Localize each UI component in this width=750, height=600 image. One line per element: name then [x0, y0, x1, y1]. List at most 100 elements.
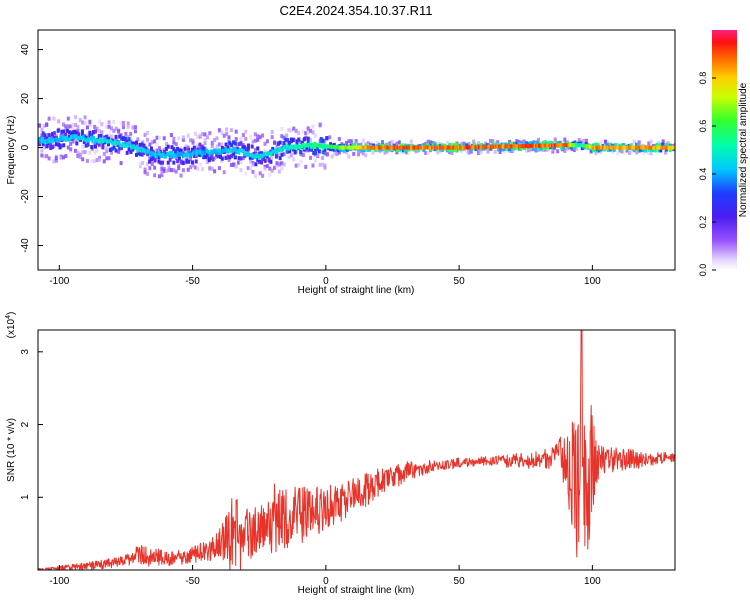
spectrogram-cell	[215, 154, 219, 159]
y-tick-label: 20	[20, 93, 31, 105]
spectrogram-cell	[85, 158, 89, 163]
spectrogram-cell	[76, 129, 80, 134]
spectrogram-cell	[454, 148, 458, 153]
spectrogram-cell	[135, 152, 139, 157]
spectrogram-cell	[289, 151, 293, 156]
spectrogram-cell	[179, 159, 183, 164]
spectrogram-ridge-cell	[481, 145, 485, 150]
spectrogram-cell	[632, 139, 636, 144]
spectrogram-cell	[323, 147, 327, 152]
spectrogram-cell	[85, 125, 89, 130]
spectrogram-cell	[592, 148, 596, 153]
spectrogram-ridge-cell	[171, 151, 174, 156]
spectrogram-ridge-cell	[360, 145, 363, 150]
spectrogram-cell	[337, 137, 341, 142]
spectrogram-cell	[508, 147, 512, 152]
spectrogram-ridge-cell	[71, 134, 74, 139]
spectrogram-ridge-cell	[520, 144, 523, 149]
spectrogram-cell	[659, 148, 663, 153]
spectrogram-cell	[265, 154, 269, 159]
spectrogram-cell	[160, 163, 164, 168]
spectrogram-cell	[54, 158, 58, 163]
spectrogram-cell	[153, 139, 157, 144]
spectrogram-cell	[150, 140, 154, 145]
spectrogram-ridge-cell	[209, 149, 213, 154]
spectrogram-cell	[580, 146, 584, 151]
spectrogram-cell	[165, 168, 169, 173]
spectrogram-cell	[187, 159, 191, 164]
spectrogram-ridge-cell	[369, 145, 373, 150]
spectrogram-cell	[65, 128, 69, 133]
x-tick-label: 0	[323, 276, 329, 287]
spectrogram-cell	[90, 159, 94, 164]
spectrogram-cell	[49, 142, 53, 147]
spectrogram-cell	[226, 145, 230, 150]
spectrogram-cell	[220, 130, 224, 135]
spectrogram-cell	[125, 139, 129, 144]
spectrogram-cell	[100, 122, 104, 127]
spectrogram-cell	[179, 148, 183, 153]
spectrogram-ridge-cell	[189, 152, 193, 157]
spectrogram-cell	[666, 142, 670, 147]
spectrogram-cell	[148, 159, 152, 164]
spectrogram-ridge-cell	[144, 149, 148, 154]
spectrogram-cell	[107, 124, 111, 129]
spectrogram-cell	[553, 137, 557, 142]
spectrogram-ridge-cell	[577, 143, 581, 148]
spectrogram-cell	[280, 152, 284, 157]
spectrogram-cell	[45, 136, 49, 141]
spectrogram-cell	[517, 146, 521, 151]
spectrogram-ridge-cell	[497, 144, 501, 149]
spectrogram-cell	[273, 165, 277, 170]
spectrogram-cell	[409, 139, 413, 144]
spectrogram-cell	[653, 148, 657, 153]
spectrogram-cell	[62, 129, 66, 134]
spectrogram-cell	[414, 149, 418, 154]
spectrogram-cell	[102, 159, 106, 164]
spectrogram-cell	[224, 155, 228, 160]
spectrogram-ridge-cell	[107, 139, 110, 144]
spectrogram-ridge-cell	[96, 138, 100, 143]
spectrogram-cell	[202, 155, 206, 160]
spectrogram-cell	[174, 169, 178, 174]
spectrogram-cell	[227, 157, 231, 162]
spectrogram-cell	[47, 136, 51, 141]
spectrogram-ridge-cell	[372, 145, 375, 150]
colorbar-tick-label: 0.2	[698, 216, 708, 229]
spectrogram-cell	[359, 142, 363, 147]
spectrogram-cell	[163, 150, 167, 155]
spectrogram-ridge-cell	[85, 138, 89, 143]
spectrogram-ridge-cell	[461, 145, 465, 150]
spectrogram-cell	[167, 165, 171, 170]
spectrogram-ridge-cell	[139, 147, 142, 152]
spectrogram-ridge-cell	[341, 145, 345, 150]
spectrogram-cell	[121, 120, 125, 125]
spectrogram-ridge-cell	[135, 145, 138, 150]
spectrogram-cell	[293, 149, 297, 154]
spectrogram-cell	[93, 159, 97, 164]
spectrogram-ridge-cell	[168, 151, 172, 156]
spectrogram-cell	[452, 143, 456, 148]
spectrogram-cell	[450, 147, 454, 152]
spectrogram-ridge-cell	[393, 145, 397, 150]
spectrogram-cell	[95, 158, 99, 163]
spectrogram-cell	[332, 142, 336, 147]
spectrogram-ridge-cell	[43, 139, 46, 144]
spectrogram-cell	[196, 144, 200, 149]
spectrogram-cell	[176, 159, 180, 164]
spectrogram-cell	[270, 129, 274, 134]
spectrogram-ridge-cell	[41, 139, 45, 144]
spectrogram-cell	[38, 123, 41, 128]
spectrogram-cell	[407, 150, 411, 155]
spectrogram-cell	[169, 133, 173, 138]
spectrogram-cell	[166, 144, 170, 149]
spectrogram-ridge-cell	[111, 141, 114, 146]
spectrogram-ridge-cell	[236, 149, 240, 154]
spectrogram-ridge-cell	[296, 145, 300, 150]
spectrogram-ridge-cell	[509, 144, 513, 149]
spectrogram-ridge-cell	[441, 145, 445, 150]
spectrogram-ridge-cell	[299, 145, 302, 150]
spectrogram-ridge-cell	[109, 139, 113, 144]
spectrogram-cell	[649, 139, 653, 144]
spectrogram-cell	[314, 150, 318, 155]
